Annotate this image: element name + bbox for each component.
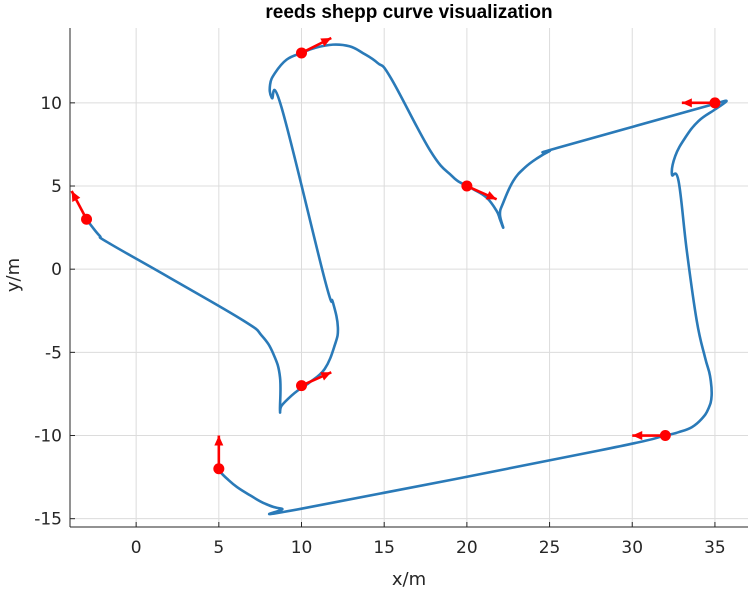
y-tick-label: 10 bbox=[40, 94, 62, 114]
pose-arrow-head bbox=[320, 37, 332, 47]
x-axis-label: x/m bbox=[392, 569, 426, 590]
x-tick-label: 35 bbox=[704, 538, 726, 558]
pose-arrow-head bbox=[632, 431, 643, 441]
x-tick-label: 30 bbox=[621, 538, 643, 558]
pose-marker bbox=[296, 371, 332, 392]
x-tick-label: 5 bbox=[213, 538, 224, 558]
y-tick-label: -15 bbox=[34, 510, 62, 530]
pose-arrow-head bbox=[320, 372, 332, 381]
x-tick-label: 0 bbox=[131, 538, 142, 558]
path-layer bbox=[85, 43, 728, 516]
pose-point bbox=[296, 380, 308, 392]
pose-marker bbox=[70, 190, 93, 225]
y-tick-label: -10 bbox=[34, 427, 62, 447]
pose-arrow-head bbox=[214, 435, 224, 446]
y-tick-label: 0 bbox=[51, 260, 62, 280]
pose-point bbox=[659, 430, 671, 442]
y-tick-label: -5 bbox=[45, 343, 62, 363]
pose-point bbox=[461, 180, 473, 192]
pose-point bbox=[81, 213, 93, 225]
pose-marker bbox=[681, 97, 721, 109]
pose-point bbox=[296, 47, 308, 59]
tick-layer: 0 5 10 15 20 25 30 35 -15 -10 -5 0 5 10 bbox=[34, 94, 726, 558]
x-tick-label: 10 bbox=[291, 538, 313, 558]
chart-title: reeds shepp curve visualization bbox=[265, 2, 552, 23]
pose-marker bbox=[296, 36, 332, 59]
pose-arrow-head bbox=[485, 191, 497, 200]
x-tick-label: 15 bbox=[373, 538, 395, 558]
pose-marker bbox=[632, 430, 671, 442]
y-axis-label: y/m bbox=[3, 258, 24, 292]
pose-marker bbox=[461, 180, 498, 201]
pose-point bbox=[213, 463, 225, 475]
pose-marker bbox=[213, 435, 225, 475]
pose-layer bbox=[70, 36, 721, 475]
pose-arrow-head bbox=[71, 191, 81, 202]
x-tick-label: 20 bbox=[456, 538, 478, 558]
pose-arrow-head bbox=[681, 98, 692, 108]
x-tick-label: 25 bbox=[539, 538, 561, 558]
axes bbox=[69, 28, 748, 528]
grid bbox=[70, 28, 748, 527]
reeds-shepp-path bbox=[85, 43, 728, 516]
pose-point bbox=[709, 97, 721, 109]
y-tick-label: 5 bbox=[51, 177, 62, 197]
